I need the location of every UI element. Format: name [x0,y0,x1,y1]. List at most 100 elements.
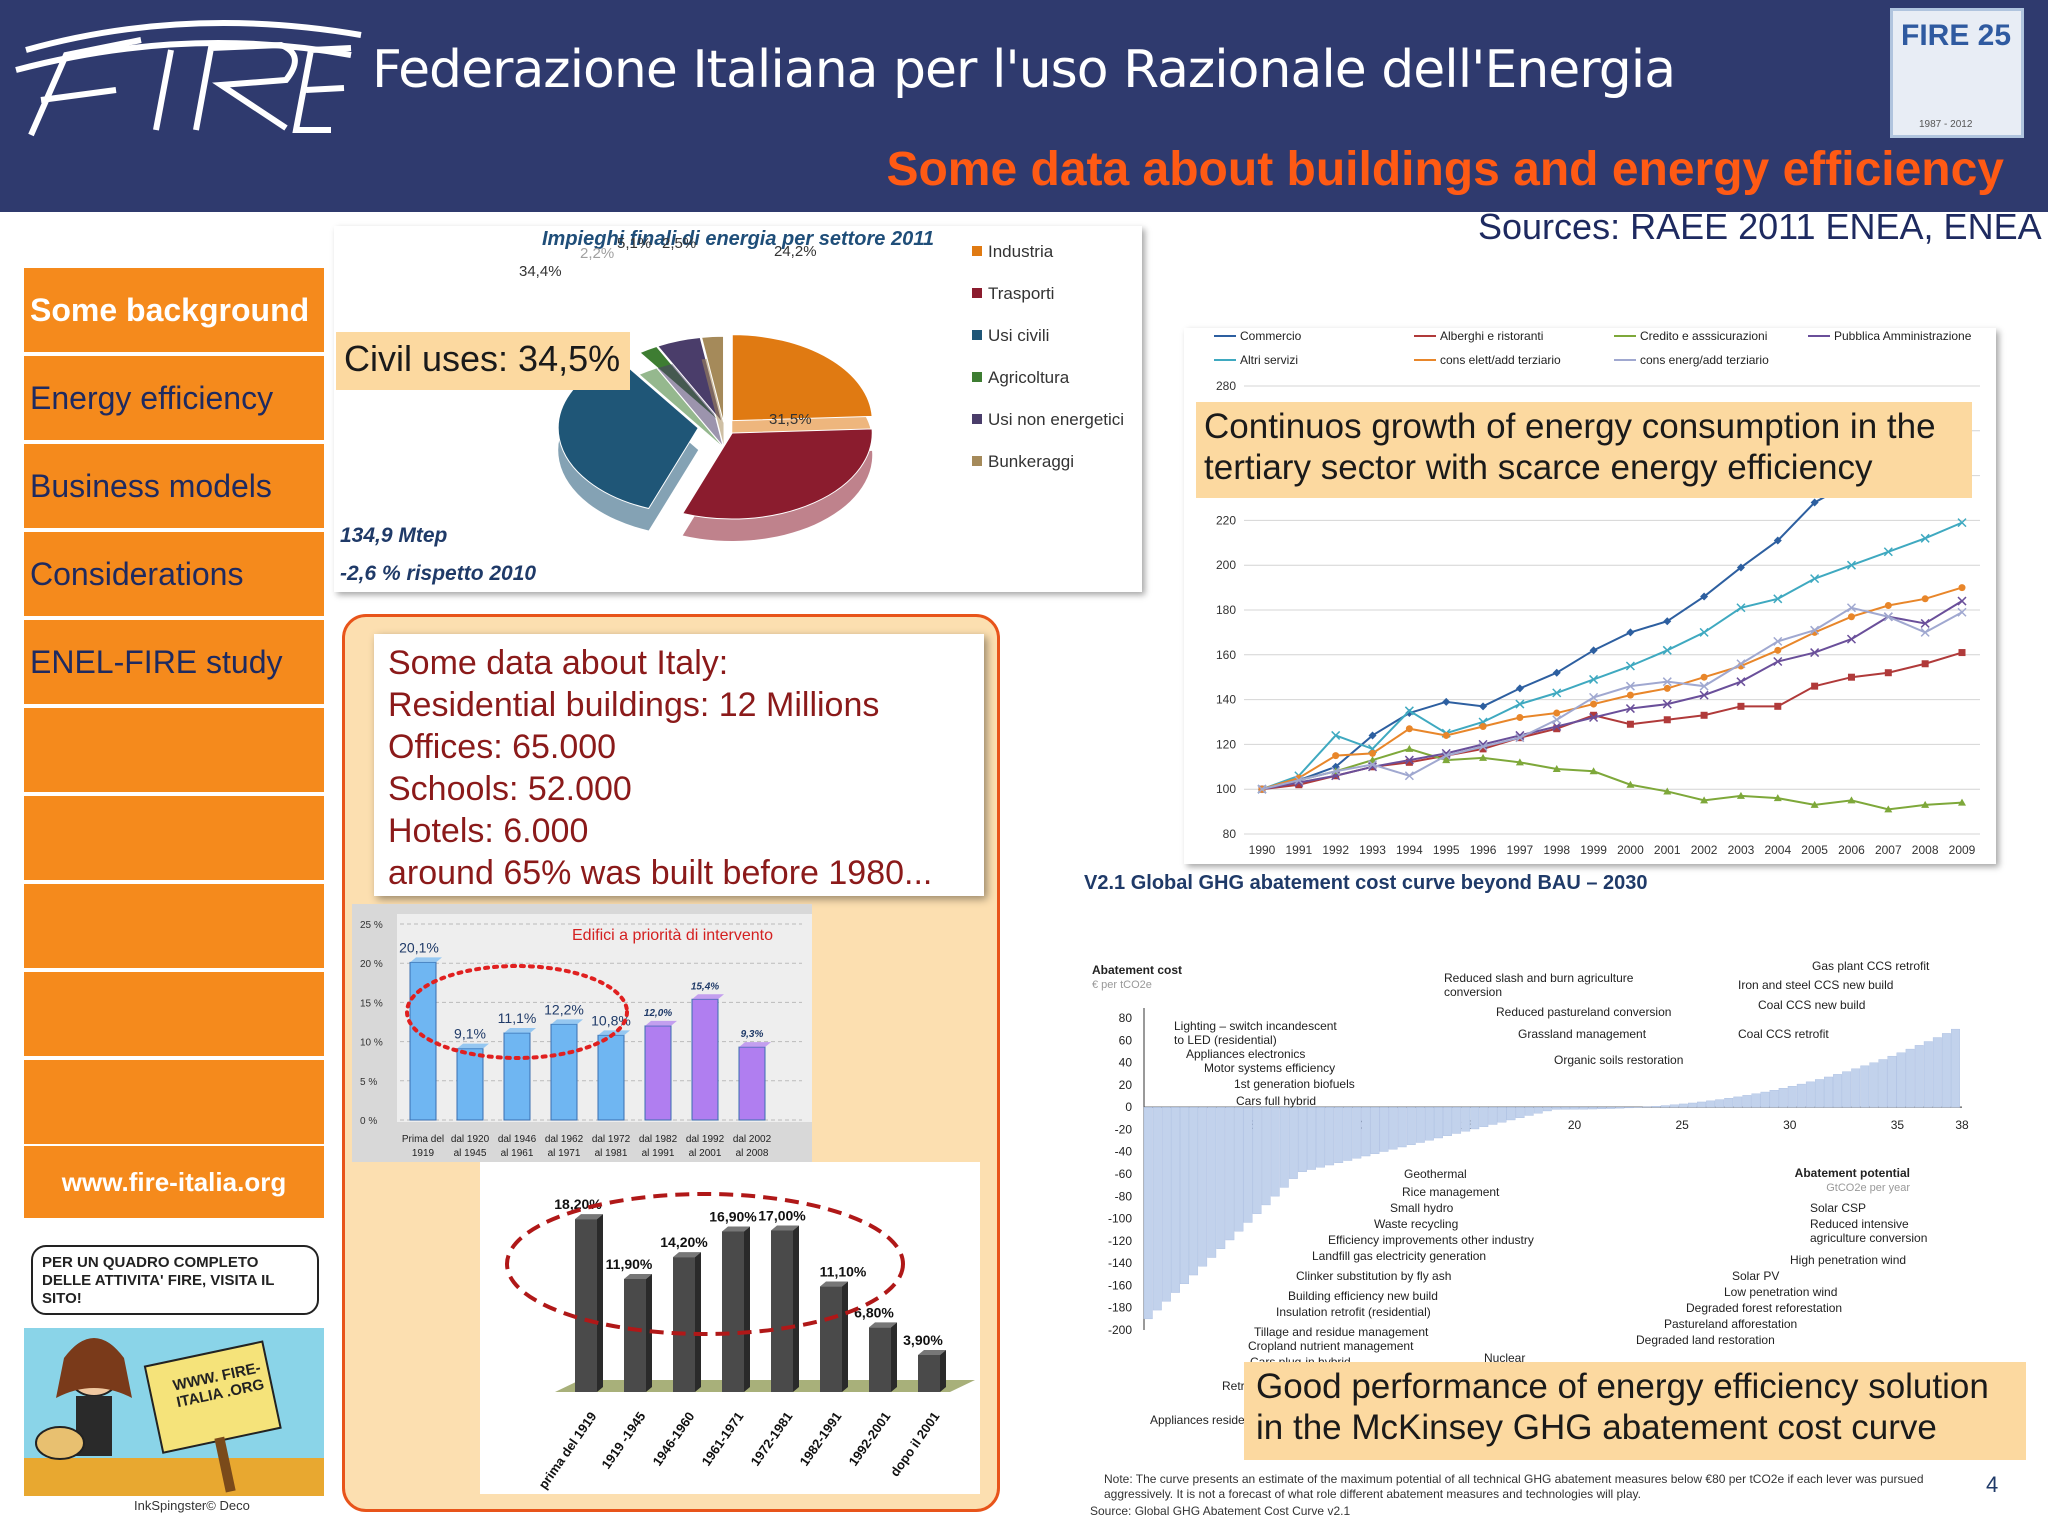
bar2-value-label-6: 6,80% [854,1304,894,1320]
bar2-bar-0 [575,1219,597,1392]
bar1-title: Edifici a priorità di intervento [572,927,773,944]
pie-slice-usi-non-energetici [656,336,723,423]
mck-yaxis-unit: € per tCO2e [1092,979,1152,991]
bar2-bar-side-5 [842,1281,848,1392]
line-point-credito-e-asssicurazioni-2003 [1736,791,1745,799]
mck-curve-bar-15 [1279,1106,1289,1188]
badge-years: 1987 - 2012 [1919,119,1973,130]
nav-item-empty-5[interactable] [24,1060,324,1144]
cartoon-credit: InkSpingster© Deco [134,1498,250,1513]
bar1-bar-top-6 [692,994,724,1000]
mck-curve-bar-59 [1678,1103,1688,1108]
mck-label-lighting-1: Lighting – switch incandescent [1174,1019,1337,1033]
nav-item-energy-efficiency[interactable]: Energy efficiency [24,356,324,440]
bar1-bar-top-0 [410,957,442,963]
bar2-bar-side-6 [891,1322,897,1392]
bar2-bar-top-5 [820,1281,848,1287]
nav-item-some-background[interactable]: Some background [24,268,324,352]
line-xtick-1996: 1996 [1470,843,1497,857]
pie-legend-swatch-bunkeraggi [972,456,982,466]
line-xtick-2007: 2007 [1875,843,1902,857]
bar2-bar-top-6 [869,1322,897,1328]
nav-item-business-models[interactable]: Business models [24,444,324,528]
bar2-bar-side-1 [646,1273,652,1392]
mck-curve-bar-58 [1669,1104,1679,1108]
bar1-value-label-6: 15,4% [691,981,719,992]
line-xtick-2001: 2001 [1654,843,1681,857]
nav-item-empty-1[interactable] [24,708,324,792]
line-point-cons-energ-add-terziario-2004 [1773,636,1783,646]
line-point-commercio-2005 [1810,498,1819,507]
bar1-bar-1 [456,1048,484,1121]
italy-line-offices: Offices: 65.000 [388,728,617,766]
mck-curve-bar-27 [1388,1106,1398,1150]
mck-curve-bar-3 [1171,1106,1180,1293]
bar1-value-label-3: 12,2% [544,1001,584,1017]
mck-label-cars-full-hybrid: Cars full hybrid [1236,1094,1316,1108]
website-link[interactable]: www.fire-italia.org [24,1146,324,1218]
bar1-ytick-25: 25 % [360,920,383,931]
pie-value-label-trasporti: 31,5% [769,411,812,428]
mck-xaxis-unit: GtCO2e per year [1826,1182,1910,1194]
line-point-cons-elett-add-terziario-1999 [1590,700,1598,708]
nav-item-empty-4[interactable] [24,972,324,1056]
mck-label-pastureland-conversion: Reduced pastureland conversion [1496,1005,1671,1019]
bar1-xtick-line2-2: al 1961 [501,1148,534,1159]
mck-curve-bar-43 [1533,1106,1543,1114]
mck-curve-bar-31 [1424,1106,1434,1141]
line-point-cons-energ-add-terziario-2002 [1699,681,1709,691]
mck-label-organic-soils: Organic soils restoration [1554,1053,1683,1067]
pie-legend-swatch-agricoltura [972,372,982,382]
bar1-xtick-line2-6: al 2001 [689,1148,722,1159]
pie-legend-label-usi-non-energetici: Usi non energetici [988,410,1124,429]
line-point-alberghi-e-ristoranti-1999 [1590,711,1598,719]
line-legend-label-alberghi-e-ristoranti: Alberghi e ristoranti [1440,329,1543,343]
nav-item-enel-fire-study[interactable]: ENEL-FIRE study [24,620,324,704]
line-point-commercio-1998 [1552,668,1561,677]
line-point-altri-servizi-2008 [1920,533,1930,543]
mck-curve-bar-40 [1506,1106,1516,1121]
mckinsey-title: V2.1 Global GHG abatement cost curve bey… [1084,872,1648,894]
mck-curve-bar-32 [1434,1106,1443,1139]
line-point-credito-e-asssicurazioni-2004 [1773,794,1782,802]
line-point-altri-servizi-1998 [1552,688,1562,698]
bar2-bar-6 [869,1327,891,1392]
mck-label-pastureland-afforestation: Pastureland afforestation [1664,1317,1797,1331]
line-point-cons-elett-add-terziario-2004 [1774,646,1782,654]
bar2-highlight-ellipse [505,1192,905,1336]
line-ytick-100: 100 [1216,782,1236,796]
mck-curve-bar-79 [1860,1065,1870,1108]
mck-label-slash-burn-1: Reduced slash and burn agriculture [1444,971,1634,985]
nav-item-empty-3[interactable] [24,884,324,968]
mck-curve-bar-7 [1207,1106,1217,1258]
line-xtick-2005: 2005 [1801,843,1828,857]
bar1-xtick-line1-6: dal 1992 [686,1134,725,1145]
mck-curve-bar-29 [1406,1106,1416,1145]
line-point-cons-energ-add-terziario-2009 [1957,607,1967,617]
mck-curve-bar-17 [1297,1106,1307,1172]
line-point-pubblica-amministrazione-1994 [1404,755,1414,765]
mck-xtick-38: 38 [1955,1118,1969,1132]
italy-line-schools: Schools: 52.000 [388,770,632,808]
cartoon-speech: PER UN QUADRO COMPLETO DELLE ATTIVITA' F… [42,1254,275,1307]
nav-item-empty-2[interactable] [24,796,324,880]
line-point-pubblica-amministrazione-2003 [1736,677,1746,687]
nav-item-considerations[interactable]: Considerations [24,532,324,616]
mckinsey-callout: Good performance of energy efficiency so… [1244,1362,2026,1460]
bar1-xtick-line1-1: dal 1920 [451,1134,490,1145]
line-point-cons-energ-add-terziario-1993 [1367,760,1378,770]
line-point-cons-energ-add-terziario-2006 [1846,603,1857,613]
line-point-credito-e-asssicurazioni-1999 [1589,767,1598,775]
mck-label-bottom-mid-10: Cropland nutrient management [1248,1339,1414,1353]
mck-curve-bar-83 [1896,1052,1906,1108]
line-point-alberghi-e-ristoranti-2003 [1737,702,1745,710]
mck-curve-bar-67 [1751,1093,1761,1108]
mck-ytick-20: 20 [1119,1078,1133,1092]
civil-uses-callout: Civil uses: 34,5% [336,332,630,390]
line-point-pubblica-amministrazione-2009 [1957,596,1967,606]
mck-curve-bar-30 [1415,1106,1425,1143]
line-point-pubblica-amministrazione-2006 [1846,634,1857,644]
pie-slice-industria [731,334,873,422]
mck-ytick-40: 40 [1119,1056,1133,1070]
mck-curve-bar-34 [1452,1106,1462,1134]
